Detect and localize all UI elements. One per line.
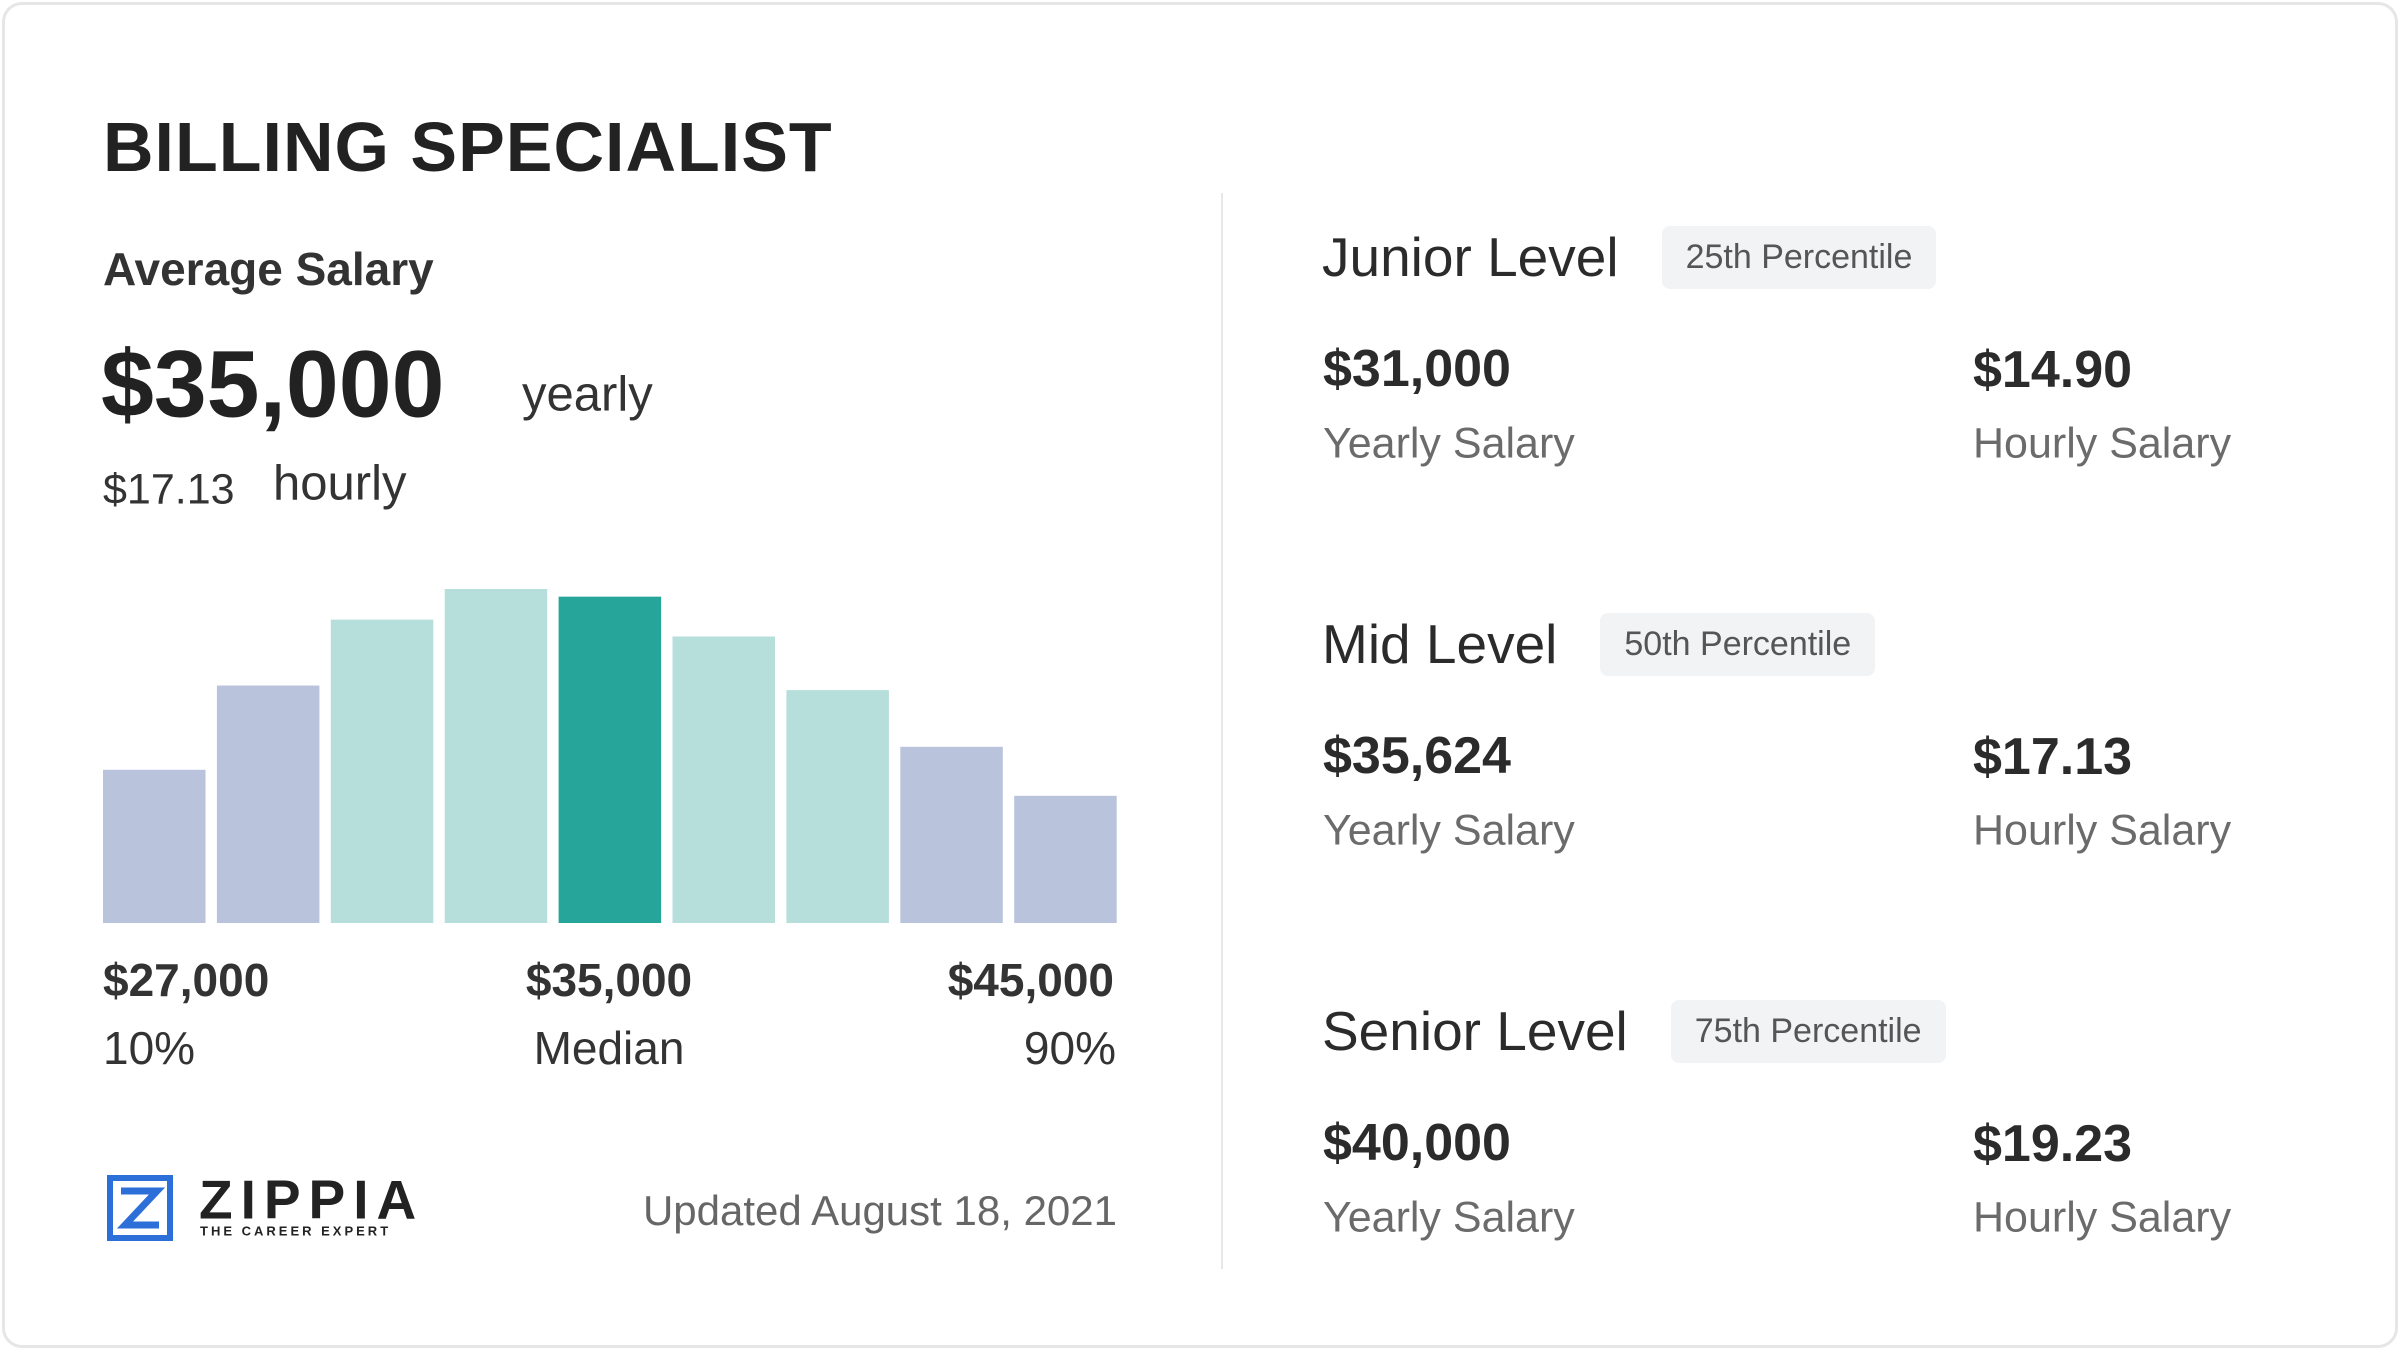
level-header: Mid Level 50th Percentile bbox=[1322, 612, 1876, 676]
tagline: THE CAREER EXPERT bbox=[200, 1223, 392, 1239]
hourly-unit: hourly bbox=[273, 456, 407, 511]
bar bbox=[558, 596, 662, 923]
yearly-label: Yearly Salary bbox=[1323, 419, 1575, 468]
bar bbox=[103, 769, 206, 923]
bar bbox=[330, 619, 434, 923]
brand: ZIPPIA bbox=[199, 1168, 425, 1231]
average-yearly: $35,000 bbox=[101, 331, 445, 438]
hourly-salary: $17.13 bbox=[1973, 728, 2133, 786]
bar bbox=[444, 589, 548, 923]
average-label: Average Salary bbox=[103, 243, 434, 295]
hourly-label: Hourly Salary bbox=[1973, 806, 2232, 855]
yearly-label: Yearly Salary bbox=[1323, 806, 1575, 855]
percentile-badge: 50th Percentile bbox=[1600, 612, 1876, 676]
range-label: Median bbox=[533, 1022, 685, 1074]
yearly-salary: $40,000 bbox=[1323, 1114, 1511, 1172]
logo-icon bbox=[107, 1175, 173, 1241]
level-header: Junior Level 25th Percentile bbox=[1322, 225, 1937, 289]
yearly-unit: yearly bbox=[522, 367, 653, 422]
bar bbox=[672, 636, 775, 923]
yearly-salary: $31,000 bbox=[1323, 340, 1511, 398]
level-name: Mid Level bbox=[1322, 613, 1558, 675]
hourly-label: Hourly Salary bbox=[1973, 419, 2232, 468]
hourly-salary: $19.23 bbox=[1973, 1115, 2133, 1173]
level-header: Senior Level 75th Percentile bbox=[1322, 999, 1946, 1063]
hourly-salary: $14.90 bbox=[1973, 341, 2133, 399]
range-amount: $45,000 bbox=[947, 954, 1114, 1006]
percentile-badge: 25th Percentile bbox=[1661, 225, 1937, 289]
level-name: Senior Level bbox=[1322, 1000, 1628, 1062]
level-name: Junior Level bbox=[1322, 226, 1619, 288]
bar bbox=[786, 690, 889, 923]
yearly-label: Yearly Salary bbox=[1323, 1193, 1575, 1242]
bar bbox=[1014, 795, 1117, 923]
bar bbox=[900, 746, 1003, 923]
hourly-label: Hourly Salary bbox=[1973, 1193, 2232, 1242]
updated-date: Updated August 18, 2021 bbox=[642, 1187, 1117, 1234]
yearly-salary: $35,624 bbox=[1323, 727, 1511, 785]
range-amount: $35,000 bbox=[525, 954, 693, 1006]
range-label: 10% bbox=[103, 1022, 196, 1074]
bar bbox=[216, 685, 320, 923]
title: BILLING SPECIALIST bbox=[103, 108, 833, 186]
histogram bbox=[103, 589, 1117, 923]
average-hourly: $17.13 bbox=[103, 465, 235, 514]
range-label: 90% bbox=[1023, 1022, 1116, 1074]
range-amount: $27,000 bbox=[103, 954, 270, 1006]
percentile-badge: 75th Percentile bbox=[1670, 999, 1946, 1063]
divider bbox=[1221, 193, 1223, 1269]
